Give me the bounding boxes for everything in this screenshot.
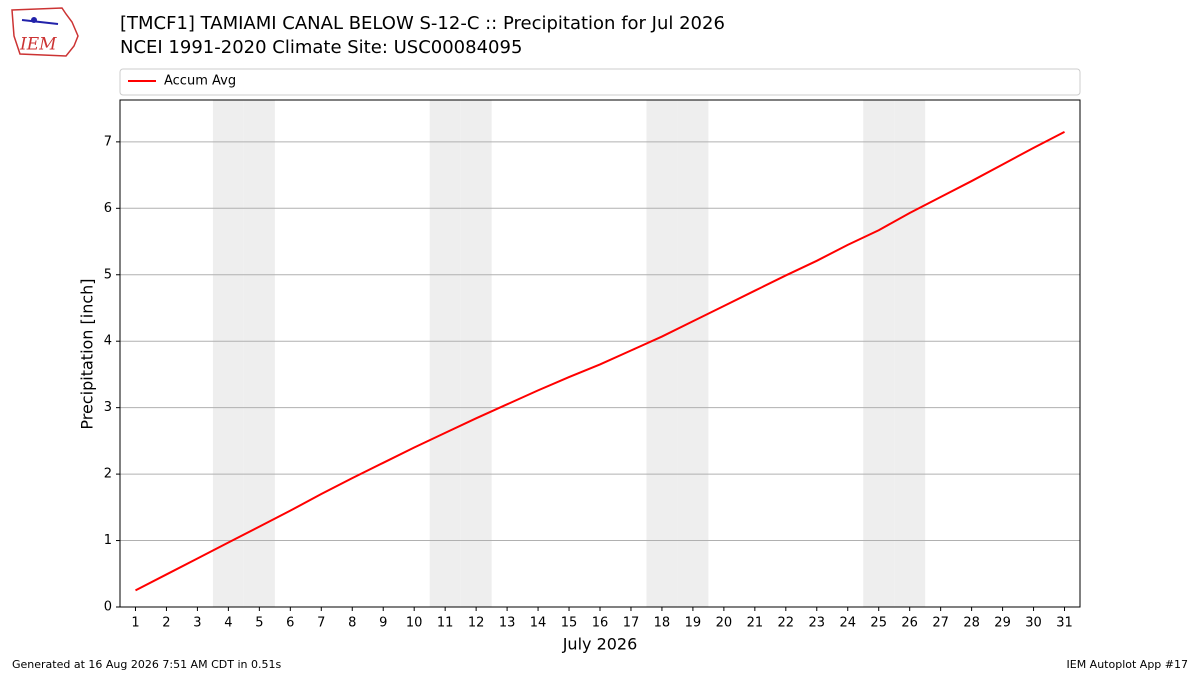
legend-label: Accum Avg xyxy=(164,74,236,89)
weekend-shade xyxy=(646,100,678,607)
x-tick-label: 28 xyxy=(963,616,980,631)
weekend-shade xyxy=(863,100,895,607)
x-tick-label: 9 xyxy=(379,616,387,631)
logo-text: IEM xyxy=(19,35,57,55)
x-tick-label: 13 xyxy=(499,616,516,631)
x-tick-label: 15 xyxy=(561,616,578,631)
x-tick-label: 18 xyxy=(654,616,671,631)
x-tick-label: 3 xyxy=(193,616,201,631)
x-tick-label: 4 xyxy=(224,616,232,631)
x-tick-label: 2 xyxy=(162,616,170,631)
y-tick-label: 2 xyxy=(104,467,112,482)
x-tick-label: 22 xyxy=(778,616,795,631)
x-tick-label: 20 xyxy=(716,616,733,631)
x-tick-label: 7 xyxy=(317,616,325,631)
x-tick-label: 11 xyxy=(437,616,454,631)
y-tick-label: 5 xyxy=(104,267,112,282)
y-tick-label: 6 xyxy=(104,201,112,216)
x-tick-label: 16 xyxy=(592,616,609,631)
plot-frame xyxy=(119,99,1081,608)
weekend-shade xyxy=(429,100,461,607)
x-tick-label: 29 xyxy=(994,616,1011,631)
chart-title: [TMCF1] TAMIAMI CANAL BELOW S-12-C :: Pr… xyxy=(120,13,725,34)
y-tick-label: 1 xyxy=(104,533,112,548)
y-tick-label: 3 xyxy=(104,400,112,415)
footer-left: Generated at 16 Aug 2026 7:51 AM CDT in … xyxy=(12,658,281,671)
data-line xyxy=(135,131,1065,592)
x-axis-label: July 2026 xyxy=(562,635,638,654)
x-tick-label: 8 xyxy=(348,616,356,631)
x-tick-label: 10 xyxy=(406,616,423,631)
x-tick-label: 6 xyxy=(286,616,294,631)
y-axis-label: Precipitation [inch] xyxy=(78,278,97,429)
x-tick-label: 12 xyxy=(468,616,485,631)
x-tick-label: 24 xyxy=(839,616,856,631)
x-tick-label: 30 xyxy=(1025,616,1042,631)
logo: IEM xyxy=(11,7,79,57)
x-tick-label: 26 xyxy=(901,616,918,631)
y-tick-label: 7 xyxy=(104,134,112,149)
x-tick-label: 17 xyxy=(623,616,640,631)
x-tick-label: 21 xyxy=(747,616,764,631)
x-tick-label: 23 xyxy=(809,616,826,631)
weekend-shade xyxy=(894,100,926,607)
x-tick-label: 19 xyxy=(685,616,702,631)
x-tick-label: 25 xyxy=(870,616,887,631)
weekend-shade xyxy=(677,100,709,607)
x-tick-label: 27 xyxy=(932,616,949,631)
legend-box xyxy=(119,68,1081,96)
weekend-shade xyxy=(243,100,275,607)
x-tick-label: 5 xyxy=(255,616,263,631)
chart-subtitle: NCEI 1991-2020 Climate Site: USC00084095 xyxy=(120,37,522,58)
x-tick-label: 1 xyxy=(131,616,139,631)
x-tick-label: 14 xyxy=(530,616,547,631)
weekend-shade xyxy=(460,100,492,607)
weekend-shade xyxy=(212,100,244,607)
x-tick-label: 31 xyxy=(1056,616,1073,631)
y-tick-label: 0 xyxy=(104,600,112,615)
footer-right: IEM Autoplot App #17 xyxy=(1067,658,1189,671)
y-tick-label: 4 xyxy=(104,334,112,349)
